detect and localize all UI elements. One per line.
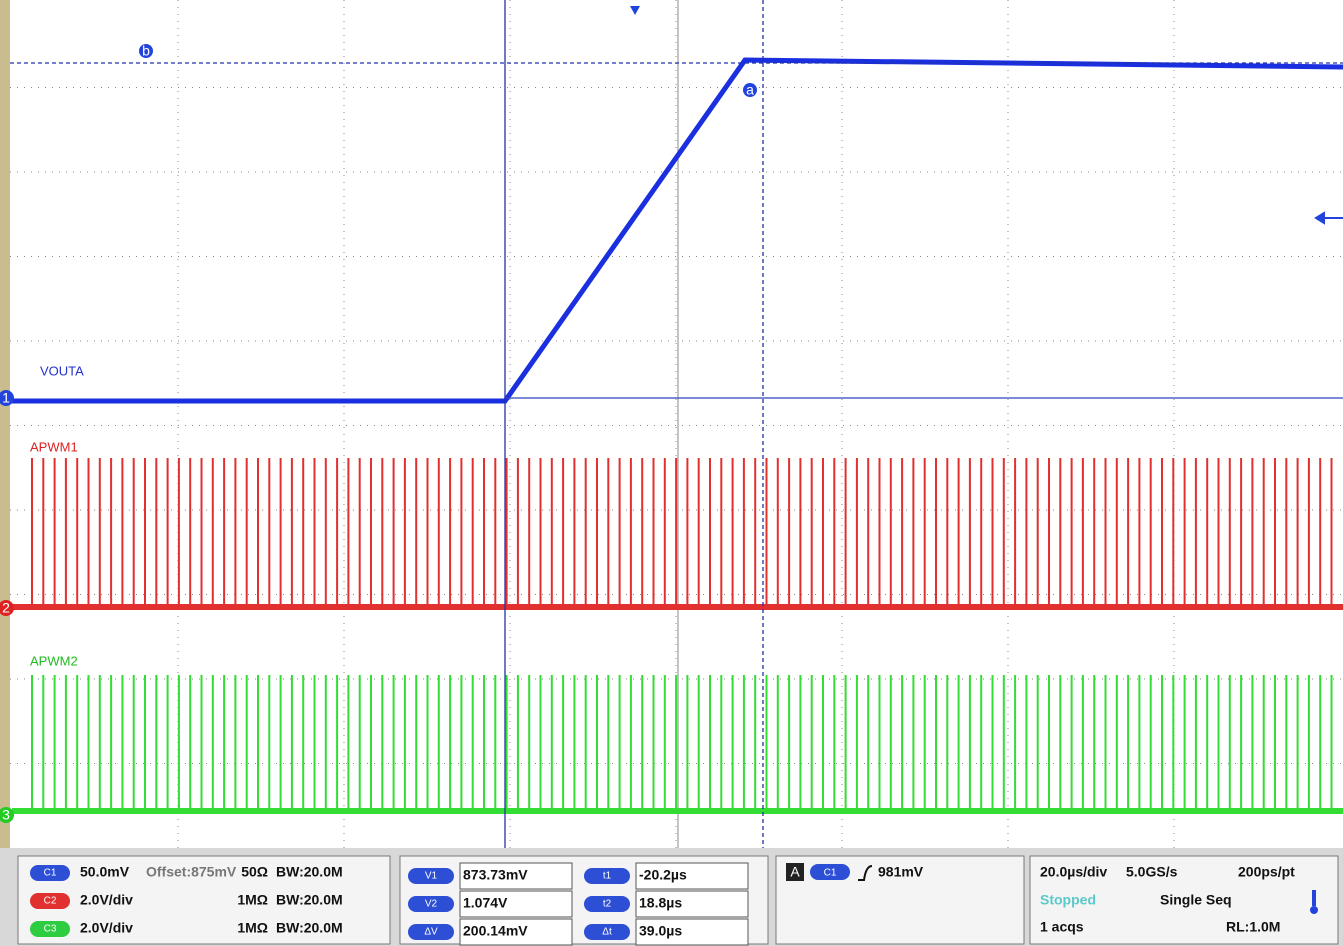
trace-label: APWM2	[30, 653, 78, 668]
channel-bandwidth: BW:20.0M	[276, 892, 343, 908]
channel-impedance: 1MΩ	[237, 920, 268, 936]
acq-icon	[1310, 906, 1318, 914]
trigger-level: 981mV	[878, 864, 924, 880]
trace-vouta	[12, 57, 1343, 404]
trigger-slope	[858, 865, 873, 881]
cursor-value-box	[459, 890, 573, 918]
channel-marker-label: 3	[2, 807, 10, 823]
cursor-value: 39.0µs	[639, 923, 682, 939]
cursor-badge	[408, 868, 454, 884]
channel-marker-label: 1	[2, 390, 10, 406]
channel-bandwidth: BW:20.0M	[276, 920, 343, 936]
channel-badge-label: C3	[44, 924, 57, 935]
channel-panel	[17, 855, 391, 945]
sample-rate: 5.0GS/s	[1126, 864, 1178, 880]
channel-badge-label: C1	[44, 868, 57, 879]
cursor-badge	[584, 924, 630, 940]
channel-impedance: 50Ω	[241, 864, 268, 880]
record-length: RL:1.0M	[1226, 919, 1280, 935]
cursor-badge-label: V2	[425, 899, 438, 910]
cursor-badge	[408, 924, 454, 940]
channel-badge-label: C2	[44, 896, 57, 907]
trigger-mode-badge	[786, 863, 804, 881]
cursor-badge	[584, 896, 630, 912]
trigger-source: C1	[824, 868, 837, 879]
cursor-badge	[584, 868, 630, 884]
cursor-marker	[743, 83, 757, 97]
channel-marker	[0, 600, 14, 616]
acq-icon	[1312, 890, 1316, 906]
trace-apwm1	[31, 458, 1333, 607]
cursor-label: b	[142, 43, 150, 59]
trigger-position	[630, 6, 640, 15]
acq-count: 1 acqs	[1040, 919, 1084, 935]
cursor-value-box	[635, 890, 749, 918]
cursor-badge-label: V1	[425, 871, 438, 882]
channel-impedance: 1MΩ	[237, 892, 268, 908]
channel-scale: 50.0mV	[80, 864, 130, 880]
channel-scale: 2.0V/div	[80, 892, 133, 908]
acq-mode: Single Seq	[1160, 892, 1232, 908]
channel-badge	[30, 921, 70, 937]
timebase-scale: 20.0µs/div	[1040, 864, 1107, 880]
cursor-badge-label: Δt	[602, 927, 612, 938]
trace-label: VOUTA	[40, 363, 84, 378]
channel-marker	[0, 390, 14, 406]
cursor-label: a	[746, 82, 754, 98]
cursor-value-box	[459, 918, 573, 946]
cursor-value: 1.074V	[463, 895, 508, 911]
channel-bandwidth: BW:20.0M	[276, 864, 343, 880]
channel-offset: Offset:875mV	[146, 864, 237, 880]
resolution: 200ps/pt	[1238, 864, 1295, 880]
cursor-value-box	[635, 862, 749, 890]
cursor-value: -20.2µs	[639, 867, 687, 883]
cursor-badge	[408, 896, 454, 912]
timebase-panel	[1029, 855, 1339, 945]
cursor-badge-label: t2	[603, 899, 612, 910]
trigger-level	[1314, 211, 1343, 225]
acq-state: Stopped	[1040, 892, 1096, 908]
cursor-badge-label: t1	[603, 871, 612, 882]
cursor-value: 18.8µs	[639, 895, 682, 911]
trigger-source-badge	[810, 864, 850, 880]
channel-marker	[0, 807, 14, 823]
cursor-value: 873.73mV	[463, 867, 528, 883]
cursor-value-box	[635, 918, 749, 946]
channel-marker-label: 2	[2, 600, 10, 616]
trace-apwm2	[31, 675, 1333, 811]
channel-badge	[30, 893, 70, 909]
trace-label: APWM1	[30, 439, 78, 454]
trigger-mode: A	[790, 864, 800, 880]
cursor-value-box	[459, 862, 573, 890]
channel-badge	[30, 865, 70, 881]
cursor-badge-label: ΔV	[424, 927, 438, 938]
cursor-value: 200.14mV	[463, 923, 528, 939]
cursor-marker	[139, 44, 153, 58]
channel-scale: 2.0V/div	[80, 920, 133, 936]
